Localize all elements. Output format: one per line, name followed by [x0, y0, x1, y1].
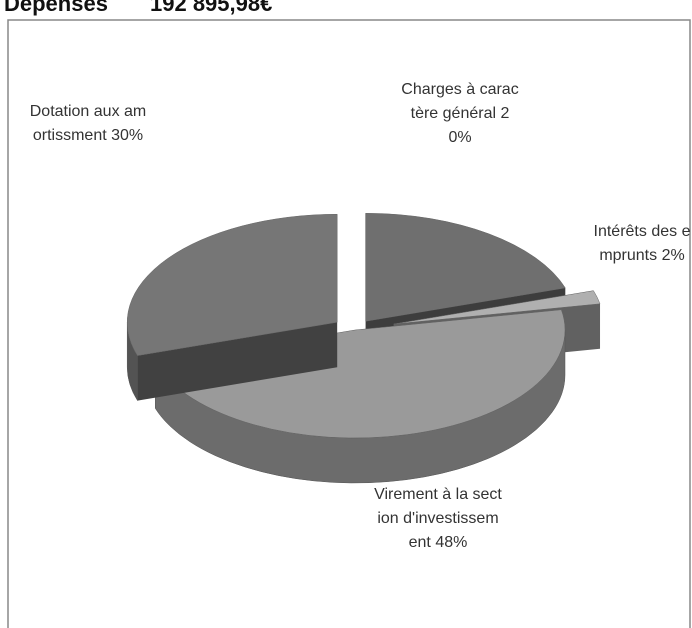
category-label: Charges à caractère général	[401, 81, 519, 122]
value-label: 30%	[111, 127, 144, 144]
data-label: Charges à caractère général 20%	[400, 78, 520, 150]
data-label: Intérêts des emprunts 2%	[587, 220, 692, 268]
data-label: Virement à la section d'investissement 4…	[373, 483, 503, 555]
slice	[127, 213, 338, 356]
data-label: Dotation aux amortissment 30%	[28, 100, 148, 148]
value-label: 2%	[661, 247, 685, 264]
chart-title: Dépenses	[4, 0, 108, 16]
value-label: 20%	[448, 105, 510, 146]
slice	[393, 290, 601, 325]
category-label: Virement à la section d'investissement	[374, 486, 502, 551]
category-label: Dotation aux amortissment	[29, 103, 147, 144]
slice-wall	[137, 322, 338, 401]
pie	[126, 213, 601, 484]
value-label: 48%	[435, 534, 468, 551]
slice	[154, 309, 566, 439]
category-label: Intérêts des emprunts	[593, 223, 691, 264]
chart-subtitle: 192 895,98€	[150, 0, 273, 16]
slice	[365, 213, 566, 322]
chart-border	[7, 19, 691, 628]
